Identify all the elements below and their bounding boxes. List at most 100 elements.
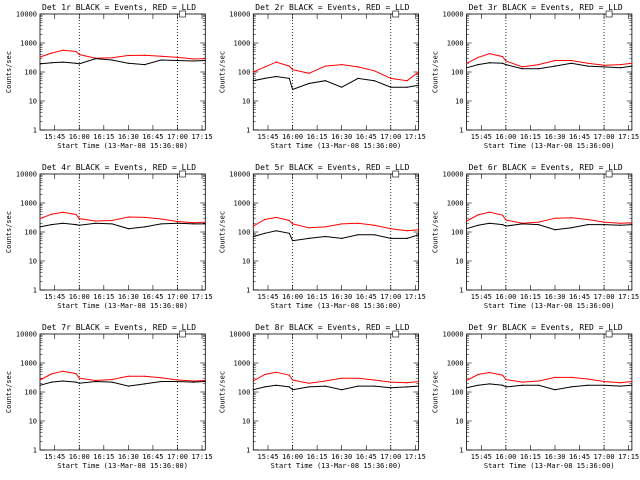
- x-tick-label: 15:45: [44, 133, 65, 141]
- data-point-lld: [325, 380, 326, 381]
- panel-1: Det 1r BLACK = Events, RED = LLD 1 10 100 10…: [5, 3, 213, 150]
- data-point-events: [177, 60, 178, 61]
- data-point-events: [604, 66, 605, 67]
- data-point-events: [325, 236, 326, 237]
- data-point-lld: [631, 381, 632, 382]
- panel-title: Det 2r BLACK = Events, RED = LLD: [255, 3, 409, 12]
- plot-frame: [253, 334, 418, 450]
- y-tick-label: 1: [459, 287, 463, 295]
- data-point-lld: [522, 382, 523, 383]
- data-point-lld: [466, 63, 467, 64]
- data-point-lld: [374, 70, 375, 71]
- data-point-events: [571, 227, 572, 228]
- data-point-events: [505, 226, 506, 227]
- y-tick-label: 1: [459, 127, 463, 135]
- data-point-lld: [128, 55, 129, 56]
- data-point-events: [111, 59, 112, 60]
- data-point-lld: [620, 382, 621, 383]
- x-axis-label: Start Time (13-Mar-08 15:36:00): [484, 302, 615, 310]
- data-point-lld: [276, 217, 277, 218]
- data-point-events: [631, 224, 632, 225]
- y-axis-label: Counts/sec: [432, 51, 440, 93]
- x-tick-label: 16:30: [331, 133, 352, 141]
- data-point-events: [374, 80, 375, 81]
- x-tick-label: 16:45: [569, 133, 590, 141]
- data-point-events: [341, 389, 342, 390]
- data-point-lld: [253, 226, 254, 227]
- x-axis-label: Start Time (13-Mar-08 15:36:00): [57, 302, 188, 310]
- data-point-events: [341, 87, 342, 88]
- panel-title: Det 6r BLACK = Events, RED = LLD: [469, 163, 623, 172]
- data-point-lld: [264, 374, 265, 375]
- panel-7: Det 7r BLACK = Events, RED = LLD11010010…: [5, 323, 213, 470]
- x-tick-label: 17:00: [167, 293, 188, 301]
- x-tick-label: 16:15: [93, 133, 114, 141]
- data-point-lld: [631, 63, 632, 64]
- x-tick-label: 15:45: [257, 453, 278, 461]
- data-point-events: [620, 67, 621, 68]
- panel-title: Det 4r BLACK = Events, RED = LLD: [42, 163, 196, 172]
- data-point-events: [466, 67, 467, 68]
- data-point-events: [253, 389, 254, 390]
- series-line-lld: [40, 50, 205, 59]
- data-point-lld: [308, 383, 309, 384]
- data-point-lld: [79, 54, 80, 55]
- series-line-events: [40, 381, 205, 386]
- x-tick-label: 17:00: [594, 293, 615, 301]
- data-point-events: [253, 236, 254, 237]
- data-point-lld: [502, 375, 503, 376]
- panel-title: Det 5r BLACK = Events, RED = LLD: [255, 163, 409, 172]
- data-point-lld: [631, 222, 632, 223]
- x-tick-label: 16:15: [520, 133, 541, 141]
- data-point-events: [276, 385, 277, 386]
- data-point-events: [489, 223, 490, 224]
- data-point-lld: [128, 376, 129, 377]
- data-point-lld: [39, 56, 40, 57]
- data-point-lld: [418, 229, 419, 230]
- x-tick-label: 17:15: [405, 133, 426, 141]
- x-tick-label: 16:45: [142, 453, 163, 461]
- data-point-lld: [505, 60, 506, 61]
- data-point-lld: [79, 218, 80, 219]
- series-line-lld: [40, 371, 205, 381]
- x-tick-label: 16:00: [495, 293, 516, 301]
- data-point-lld: [193, 222, 194, 223]
- x-tick-label: 17:00: [380, 453, 401, 461]
- y-tick-label: 10: [455, 258, 463, 266]
- data-point-events: [205, 223, 206, 224]
- data-point-lld: [253, 71, 254, 72]
- y-tick-label: 100: [451, 69, 464, 77]
- data-point-events: [264, 233, 265, 234]
- data-point-lld: [75, 373, 76, 374]
- x-axis-label: Start Time (13-Mar-08 15:36:00): [271, 302, 402, 310]
- y-tick-label: 1: [246, 127, 250, 135]
- x-tick-label: 17:15: [618, 453, 639, 461]
- data-point-lld: [341, 64, 342, 65]
- data-point-events: [161, 381, 162, 382]
- data-point-events: [571, 63, 572, 64]
- x-tick-label: 16:00: [69, 293, 90, 301]
- x-tick-label: 17:15: [191, 293, 212, 301]
- series-line-events: [40, 59, 205, 65]
- data-point-events: [390, 387, 391, 388]
- y-tick-label: 100: [238, 389, 251, 397]
- data-point-lld: [308, 73, 309, 74]
- data-point-lld: [554, 218, 555, 219]
- data-point-events: [538, 385, 539, 386]
- marker-box: [606, 331, 612, 337]
- x-tick-label: 16:30: [331, 293, 352, 301]
- data-point-events: [75, 382, 76, 383]
- x-tick-label: 16:00: [282, 293, 303, 301]
- data-point-events: [51, 224, 52, 225]
- data-point-lld: [177, 57, 178, 58]
- x-tick-label: 16:15: [307, 453, 328, 461]
- data-point-events: [522, 385, 523, 386]
- data-point-events: [538, 68, 539, 69]
- x-tick-label: 16:15: [520, 453, 541, 461]
- data-point-events: [554, 229, 555, 230]
- data-point-lld: [276, 372, 277, 373]
- data-point-events: [39, 385, 40, 386]
- data-point-events: [95, 58, 96, 59]
- data-point-events: [466, 228, 467, 229]
- data-point-events: [144, 226, 145, 227]
